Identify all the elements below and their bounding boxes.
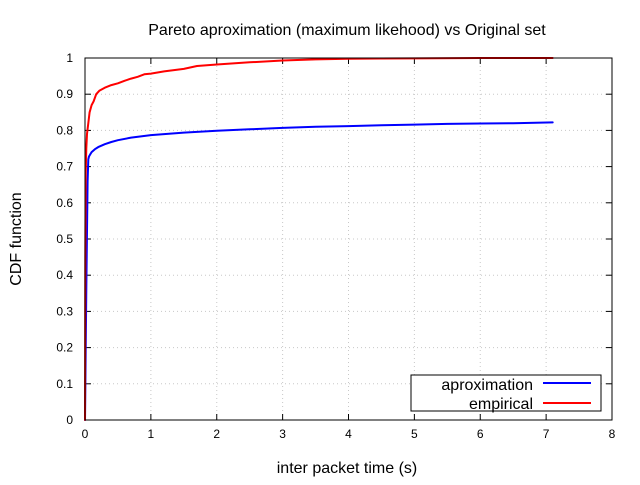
series-line-empirical: [84, 57, 554, 421]
x-tick-label: 4: [345, 427, 352, 441]
y-tick-label: 0.4: [56, 268, 73, 282]
y-tick-label: 0.5: [56, 232, 73, 246]
y-tick-label: 1: [66, 51, 73, 65]
legend-box: [410, 374, 602, 412]
y-tick-label: 0.6: [56, 196, 73, 210]
y-tick-label: 0.1: [56, 377, 73, 391]
plot-frame: [84, 57, 613, 421]
x-tick-label: 6: [477, 427, 484, 441]
y-tick-label: 0: [66, 413, 73, 427]
x-tick-label: 0: [82, 427, 89, 441]
x-tick-label: 8: [609, 427, 616, 441]
x-tick-label: 5: [411, 427, 418, 441]
y-tick-label: 0.2: [56, 341, 73, 355]
chart-title: Pareto aproximation (maximum likehood) v…: [148, 22, 546, 39]
y-tick-label: 0.9: [56, 87, 73, 101]
legend-label-empirical: empirical: [469, 396, 533, 413]
y-tick-label: 0.7: [56, 160, 73, 174]
x-axis-label: inter packet time (s): [277, 460, 417, 477]
x-tick-label: 7: [543, 427, 550, 441]
grid: [85, 58, 612, 420]
series-lines: [84, 57, 554, 421]
y-axis-label: CDF function: [8, 192, 25, 285]
x-tick-label: 2: [213, 427, 220, 441]
legend-label-aproximation: aproximation: [441, 377, 533, 394]
legend: aproximation empirical: [410, 374, 602, 413]
series-line-aproximation: [84, 121, 554, 421]
y-tick-label: 0.3: [56, 304, 73, 318]
y-tick-label: 0.8: [56, 123, 73, 137]
x-tick-label: 3: [279, 427, 286, 441]
x-tick-label: 1: [148, 427, 155, 441]
axis-ticks: 0 1 2 3 4 5 6 7 8 0 0.1 0.2 0.3 0.4 0.5 0.6 0.7 0.8 0.9 1: [56, 51, 615, 441]
